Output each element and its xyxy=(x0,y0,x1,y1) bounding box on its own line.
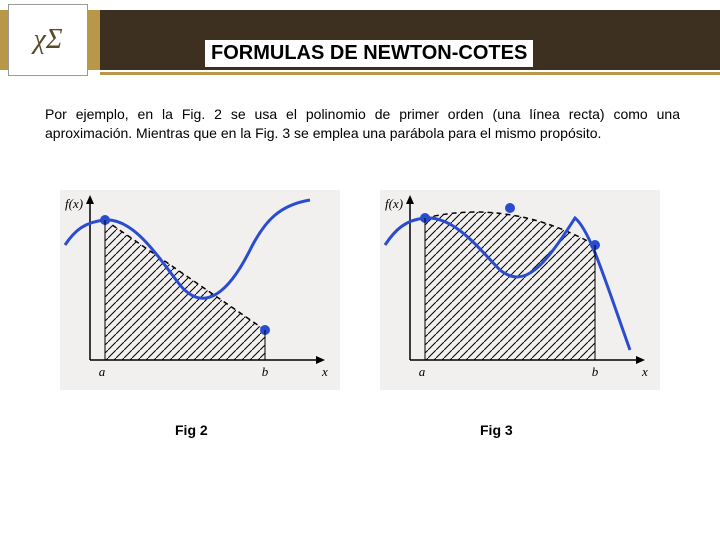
fig2-ylabel: f(x) xyxy=(65,196,83,211)
fig2-xlabel: x xyxy=(321,364,328,379)
fig3-xlabel: x xyxy=(641,364,648,379)
fig2-tick-b: b xyxy=(262,364,269,379)
fig3-tick-a: a xyxy=(419,364,426,379)
fig3-ylabel: f(x) xyxy=(385,196,403,211)
fig3-tick-b: b xyxy=(592,364,599,379)
figures-row: f(x) a b x xyxy=(60,190,660,390)
body-paragraph: Por ejemplo, en la Fig. 2 se usa el poli… xyxy=(45,105,680,143)
fig3-shaded-area xyxy=(425,212,595,360)
page-title: FORMULAS DE NEWTON-COTES xyxy=(205,40,533,67)
title-underline xyxy=(100,72,720,75)
figure-3: f(x) a b x xyxy=(380,190,660,390)
figure-2: f(x) a b x xyxy=(60,190,340,390)
fig2-tick-a: a xyxy=(99,364,106,379)
fig3-marker-mid xyxy=(505,203,515,213)
logo: χΣ xyxy=(8,4,88,76)
fig3-caption: Fig 3 xyxy=(480,422,513,438)
fig2-caption: Fig 2 xyxy=(175,422,208,438)
